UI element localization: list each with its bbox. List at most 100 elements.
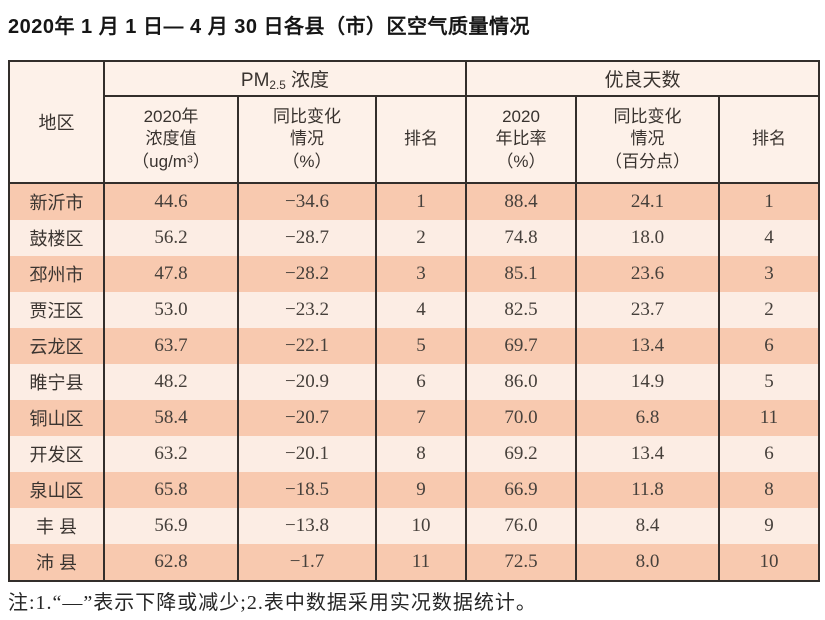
- cell-pm25-change: −28.7: [237, 220, 377, 256]
- cell-good-rate: 72.5: [465, 544, 577, 581]
- cell-good-rank: 4: [717, 220, 821, 256]
- cell-region: 泉山区: [8, 472, 105, 508]
- table-row: 鼓楼区 56.2 −28.7 2 74.8 18.0 4: [8, 220, 821, 256]
- col-group-pm25: PM2.5 浓度: [103, 61, 467, 97]
- table-row: 丰 县 56.9 −13.8 10 76.0 8.4 9: [8, 508, 821, 544]
- good-change-line1: 同比变化: [613, 107, 682, 127]
- col-header-good-rate: 2020 年比率 （%）: [465, 96, 577, 184]
- cell-good-change: 11.8: [575, 472, 720, 508]
- pm25-change-line2: 情况: [290, 129, 324, 149]
- cell-good-rank: 9: [717, 508, 821, 544]
- cell-good-change: 23.6: [575, 256, 720, 292]
- cell-pm25-change: −20.1: [237, 436, 377, 472]
- cell-pm25-change: −1.7: [237, 544, 377, 581]
- table-row: 铜山区 58.4 −20.7 7 70.0 6.8 11: [8, 400, 821, 436]
- cell-good-change: 13.4: [575, 436, 720, 472]
- cell-pm25-rank: 7: [375, 400, 467, 436]
- cell-pm25-rank: 2: [375, 220, 467, 256]
- cell-good-rate: 69.2: [465, 436, 577, 472]
- table-row: 邳州市 47.8 −28.2 3 85.1 23.6 3: [8, 256, 821, 292]
- header-sub-row: 2020年 浓度值 （ug/m3） 同比变化 情况 （%） 排名 2020 年比…: [9, 96, 821, 184]
- cell-pm25-rank: 4: [375, 292, 467, 328]
- cell-pm25-rank: 1: [375, 183, 467, 220]
- table-body: 新沂市 44.6 −34.6 1 88.4 24.1 1 鼓楼区 56.2 −2…: [8, 183, 821, 581]
- cell-good-change: 14.9: [575, 364, 720, 400]
- cell-good-rank: 3: [717, 256, 821, 292]
- cell-region: 云龙区: [8, 328, 105, 364]
- pm25-value-line1: 2020年: [143, 107, 199, 127]
- cell-pm25-value: 53.0: [103, 292, 239, 328]
- cell-good-change: 8.0: [575, 544, 720, 581]
- cell-region: 沛 县: [8, 544, 105, 581]
- cell-pm25-value: 65.8: [103, 472, 239, 508]
- cell-pm25-value: 56.9: [103, 508, 239, 544]
- cell-good-rank: 8: [717, 472, 821, 508]
- cell-pm25-rank: 3: [375, 256, 467, 292]
- col-header-region: 地区: [8, 61, 105, 184]
- cell-pm25-rank: 9: [375, 472, 467, 508]
- cell-pm25-value: 48.2: [103, 364, 239, 400]
- cell-good-rank: 6: [717, 436, 821, 472]
- cell-pm25-value: 63.7: [103, 328, 239, 364]
- table-row: 新沂市 44.6 −34.6 1 88.4 24.1 1: [8, 183, 821, 220]
- cell-good-rank: 1: [717, 183, 821, 220]
- table-row: 泉山区 65.8 −18.5 9 66.9 11.8 8: [8, 472, 821, 508]
- pm25-change-unit: （%）: [282, 151, 332, 171]
- cell-pm25-rank: 8: [375, 436, 467, 472]
- footnote: 注:1.“—”表示下降或减少;2.表中数据采用实况数据统计。: [8, 592, 537, 614]
- cell-pm25-change: −20.7: [237, 400, 377, 436]
- cell-pm25-value: 63.2: [103, 436, 239, 472]
- pm25-label-prefix: PM: [240, 70, 270, 91]
- cell-region: 新沂市: [8, 183, 105, 220]
- page-title: 2020年 1 月 1 日— 4 月 30 日各县（市）区空气质量情况: [8, 16, 531, 38]
- cell-pm25-change: −20.9: [237, 364, 377, 400]
- col-group-good-days: 优良天数: [464, 61, 821, 97]
- good-rate-line1: 2020: [502, 107, 540, 127]
- good-change-unit: （百分点）: [605, 151, 690, 171]
- cell-region: 邳州市: [8, 256, 105, 292]
- cell-pm25-change: −22.1: [237, 328, 377, 364]
- cell-good-rate: 66.9: [465, 472, 577, 508]
- cell-region: 铜山区: [8, 400, 105, 436]
- pm25-label-suffix: 浓度: [285, 70, 330, 91]
- cell-good-rate: 70.0: [465, 400, 577, 436]
- cell-good-rank: 2: [717, 292, 821, 328]
- cell-pm25-rank: 5: [375, 328, 467, 364]
- cell-good-change: 23.7: [575, 292, 720, 328]
- cell-good-rank: 5: [717, 364, 821, 400]
- cell-good-rate: 86.0: [465, 364, 577, 400]
- pm25-label-subscript: 2.5: [269, 78, 286, 92]
- good-rate-unit: （%）: [496, 151, 546, 171]
- cell-region: 睢宁县: [8, 364, 105, 400]
- col-header-good-change: 同比变化 情况 （百分点）: [575, 96, 720, 184]
- pm25-value-line2: 浓度值: [145, 129, 197, 149]
- table-row: 睢宁县 48.2 −20.9 6 86.0 14.9 5: [8, 364, 821, 400]
- cell-pm25-value: 56.2: [103, 220, 239, 256]
- table-row: 开发区 63.2 −20.1 8 69.2 13.4 6: [8, 436, 821, 472]
- cell-good-rate: 76.0: [465, 508, 577, 544]
- cell-good-rate: 85.1: [465, 256, 577, 292]
- col-header-good-rank: 排名: [717, 96, 821, 184]
- cell-pm25-rank: 11: [375, 544, 467, 581]
- cell-good-change: 18.0: [575, 220, 720, 256]
- cell-region: 开发区: [8, 436, 105, 472]
- cell-good-change: 24.1: [575, 183, 720, 220]
- col-header-pm25-value: 2020年 浓度值 （ug/m3）: [103, 96, 239, 184]
- table-row: 云龙区 63.7 −22.1 5 69.7 13.4 6: [8, 328, 821, 364]
- header-group-row: 地区 PM2.5 浓度 优良天数: [8, 61, 821, 184]
- cell-good-rate: 74.8: [465, 220, 577, 256]
- table-row: 贾汪区 53.0 −23.2 4 82.5 23.7 2: [8, 292, 821, 328]
- cell-pm25-rank: 6: [375, 364, 467, 400]
- cell-good-rate: 82.5: [465, 292, 577, 328]
- cell-pm25-rank: 10: [375, 508, 467, 544]
- cell-region: 鼓楼区: [8, 220, 105, 256]
- table-header: 地区 PM2.5 浓度 优良天数 2020年 浓度值 （ug/m3） 同比变化 …: [8, 61, 821, 184]
- cell-pm25-change: −28.2: [237, 256, 377, 292]
- cell-good-rank: 10: [717, 544, 821, 581]
- cell-good-change: 8.4: [575, 508, 720, 544]
- air-quality-table: 地区 PM2.5 浓度 优良天数 2020年 浓度值 （ug/m3） 同比变化 …: [8, 60, 821, 582]
- good-change-line2: 情况: [630, 129, 665, 149]
- cell-good-rank: 6: [717, 328, 821, 364]
- table-row: 沛 县 62.8 −1.7 11 72.5 8.0 10: [8, 544, 821, 581]
